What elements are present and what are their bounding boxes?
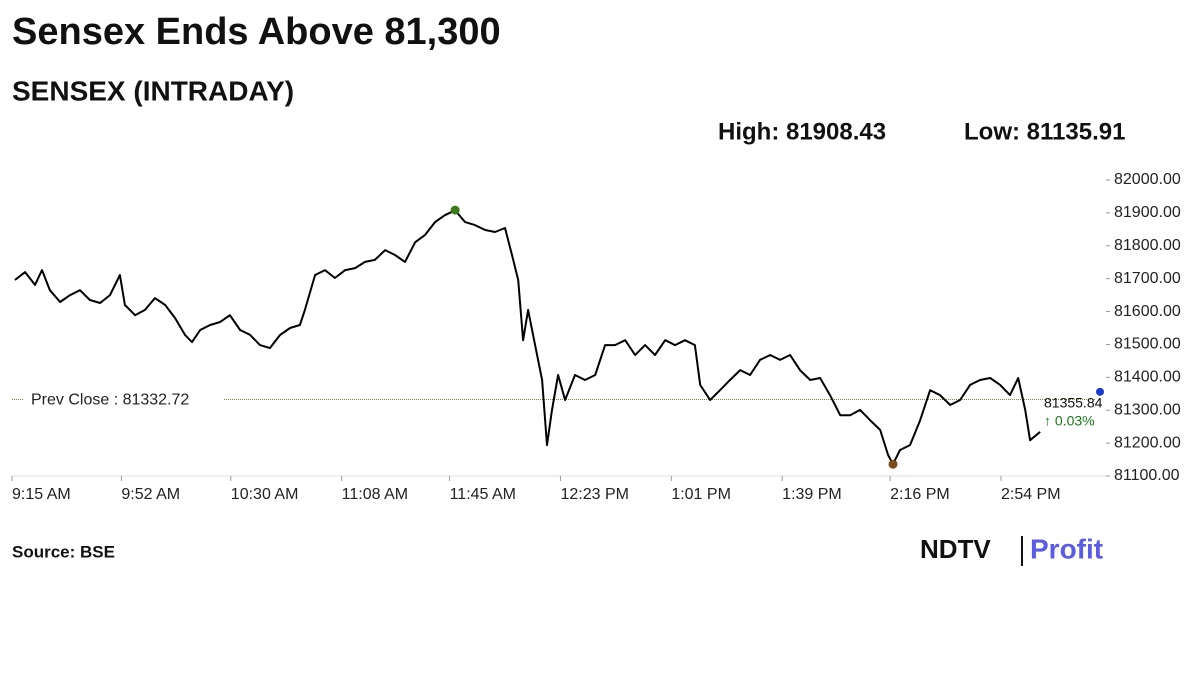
last-value: 81355.84: [1044, 395, 1103, 411]
high-marker: [450, 205, 460, 215]
y-tick-label: 81700.00: [1114, 270, 1181, 287]
high-label: High: 81908.43: [718, 118, 886, 145]
y-tick-label: 81900.00: [1114, 204, 1181, 221]
low-label: Low: 81135.91: [964, 118, 1125, 145]
x-tick-label: 9:15 AM: [12, 486, 71, 503]
y-tick-label: 82000.00: [1114, 171, 1181, 188]
source: Source: BSE: [12, 542, 115, 561]
chart-title: Sensex Ends Above 81,300: [12, 11, 501, 53]
chart-subtitle: SENSEX (INTRADAY): [12, 75, 294, 106]
last-change: ↑ 0.03%: [1044, 413, 1095, 429]
y-tick-label: 81500.00: [1114, 336, 1181, 353]
y-tick-label: 81400.00: [1114, 369, 1181, 386]
brand-ndtv: NDTV: [920, 534, 991, 564]
low-marker: [888, 459, 898, 469]
x-tick-label: 1:01 PM: [671, 486, 731, 503]
y-tick-label: 81800.00: [1114, 237, 1181, 254]
y-tick-label: 81200.00: [1114, 434, 1181, 451]
y-tick-label: 81600.00: [1114, 303, 1181, 320]
x-tick-label: 12:23 PM: [560, 486, 628, 503]
x-tick-label: 9:52 AM: [121, 486, 180, 503]
prev-close-label: Prev Close : 81332.72: [31, 392, 189, 409]
price-line: [14, 209, 1041, 466]
y-tick-label: 81300.00: [1114, 401, 1181, 418]
x-tick-label: 1:39 PM: [782, 486, 842, 503]
x-tick-label: 11:45 AM: [450, 486, 516, 503]
x-tick-label: 2:16 PM: [890, 486, 950, 503]
brand-profit: Profit: [1030, 533, 1103, 564]
prev-close-bg: [24, 388, 224, 411]
x-tick-label: 2:54 PM: [1001, 486, 1061, 503]
x-tick-label: 11:08 AM: [342, 486, 408, 503]
y-tick-label: 81100.00: [1114, 467, 1180, 484]
x-tick-label: 10:30 AM: [231, 486, 299, 503]
last-marker: [1096, 387, 1104, 396]
